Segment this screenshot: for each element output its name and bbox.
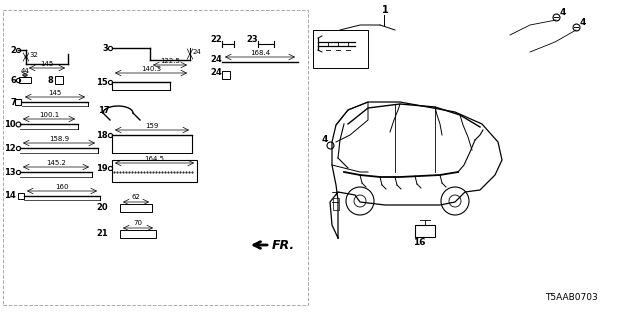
Text: 145: 145 [40,61,54,67]
Text: 145: 145 [49,90,61,96]
Text: 19: 19 [97,164,108,172]
Text: 158.9: 158.9 [49,136,69,142]
Text: 32: 32 [29,52,38,58]
Bar [19,77,31,83]
Text: 1: 1 [382,5,388,15]
Text: 10: 10 [4,119,16,129]
Text: 140.3: 140.3 [141,66,161,72]
Text: 24: 24 [210,68,221,77]
Bar [222,71,230,79]
Text: 3: 3 [102,44,108,52]
Text: 16: 16 [413,238,426,247]
Text: 24: 24 [193,49,202,55]
Text: 44: 44 [20,68,29,74]
Text: 164.5: 164.5 [144,156,164,162]
Text: 21: 21 [96,229,108,238]
Text: 8: 8 [47,76,53,84]
Text: 24: 24 [210,55,221,64]
Text: 14: 14 [4,191,16,201]
Text: 122.5: 122.5 [160,58,180,64]
Text: 70: 70 [134,220,143,226]
Circle shape [354,195,366,207]
Bar [3,10,308,305]
Text: 160: 160 [55,184,68,190]
Bar [55,76,63,84]
Text: T5AAB0703: T5AAB0703 [545,293,598,302]
Text: 17: 17 [99,106,110,115]
Text: 12: 12 [4,143,16,153]
Text: 20: 20 [97,204,108,212]
Text: 4: 4 [322,135,328,144]
Bar [415,225,435,237]
Text: FR.: FR. [272,239,295,252]
Text: 18: 18 [97,131,108,140]
Text: 2: 2 [10,45,16,54]
Bar [313,30,368,68]
Text: 168.4: 168.4 [250,50,270,56]
Bar [120,204,152,212]
Text: 22: 22 [210,35,221,44]
Text: 13: 13 [4,167,16,177]
Text: 6: 6 [10,76,16,84]
Bar [333,198,339,210]
Bar [120,230,156,238]
Text: 4: 4 [580,18,586,27]
Text: 145.2: 145.2 [46,160,66,166]
Bar [18,193,24,199]
Text: 4: 4 [560,8,566,17]
Bar [112,160,197,182]
Text: 7: 7 [10,98,16,107]
Text: 15: 15 [96,77,108,86]
Text: 100.1: 100.1 [39,112,59,118]
Text: 23: 23 [246,35,258,44]
Circle shape [449,195,461,207]
Text: 159: 159 [145,123,159,129]
Text: 62: 62 [132,194,140,200]
